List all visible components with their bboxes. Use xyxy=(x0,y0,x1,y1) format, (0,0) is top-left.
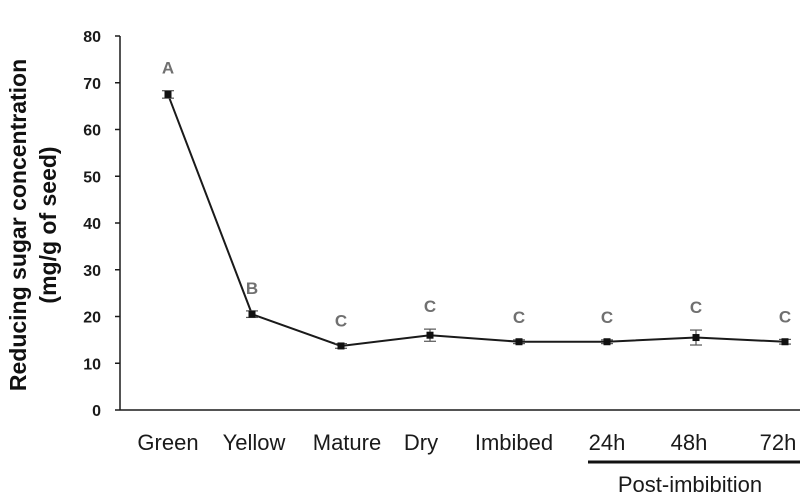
y-tick-label: 80 xyxy=(83,29,101,46)
significance-letter: C xyxy=(335,312,347,331)
y-tick-label: 70 xyxy=(83,76,101,93)
x-tick-label: Yellow xyxy=(223,430,286,455)
x-tick-label: Green xyxy=(137,430,198,455)
x-tick-label: Imbibed xyxy=(475,430,553,455)
x-tick-label: 48h xyxy=(671,430,708,455)
data-point xyxy=(515,338,523,346)
significance-letter: C xyxy=(424,297,436,316)
series-line xyxy=(167,94,786,347)
y-tick-label: 40 xyxy=(83,216,101,233)
data-series: A B C C C C C C xyxy=(162,59,791,350)
significance-letter: C xyxy=(690,298,702,317)
y-tick-label: 60 xyxy=(83,123,101,140)
data-point xyxy=(603,338,611,346)
y-tick-label: 0 xyxy=(92,403,101,420)
significance-letter: A xyxy=(162,59,174,78)
x-tick-label: 72h xyxy=(760,430,797,455)
data-point xyxy=(164,90,172,98)
x-tick-label: 24h xyxy=(589,430,626,455)
significance-letter: C xyxy=(779,307,791,326)
x-axis-labels: Green Yellow Mature Dry Imbibed 24h 48h 72h xyxy=(137,430,796,455)
data-point xyxy=(781,338,789,346)
y-axis-title-line2: (mg/g of seed) xyxy=(35,146,61,303)
significance-letter: C xyxy=(513,308,525,327)
y-axis-title: Reducing sugar concentration (mg/g of se… xyxy=(5,59,61,391)
post-imbibition-group: Post-imbibition xyxy=(588,460,800,497)
y-tick-label: 30 xyxy=(83,263,101,280)
x-tick-label: Dry xyxy=(404,430,438,455)
x-tick-label: Mature xyxy=(313,430,381,455)
significance-letter: B xyxy=(246,279,258,298)
significance-letter: C xyxy=(601,308,613,327)
data-point xyxy=(248,310,256,318)
y-tick-label: 20 xyxy=(83,310,101,327)
data-point xyxy=(337,342,345,350)
y-axis-title-line1: Reducing sugar concentration xyxy=(5,59,31,391)
y-tick-label: 50 xyxy=(83,169,101,186)
data-point xyxy=(426,331,434,339)
y-axis-ticks: 0 10 20 30 40 50 60 70 80 xyxy=(83,29,120,420)
data-point xyxy=(692,334,700,342)
y-tick-label: 10 xyxy=(83,356,101,373)
post-imbibition-label: Post-imbibition xyxy=(618,472,762,497)
axes xyxy=(119,36,800,411)
